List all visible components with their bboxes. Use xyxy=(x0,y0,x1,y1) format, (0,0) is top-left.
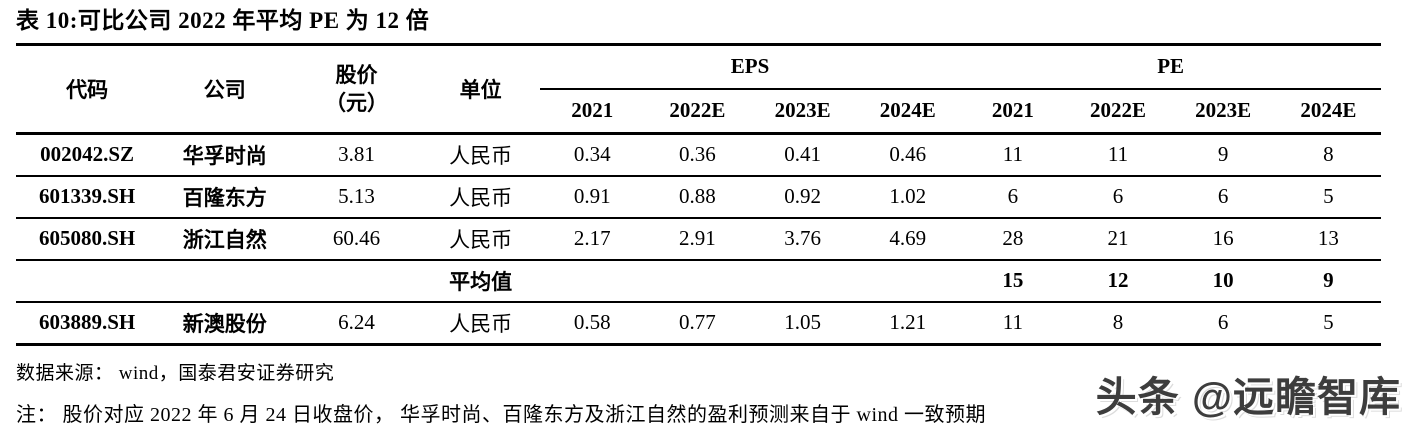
header-row-groups: 代码 公司 股价 （元） 单位 EPS PE xyxy=(16,45,1381,135)
cell-eps-2021: 0.91 xyxy=(539,175,645,219)
table-row: 605080.SH 浙江自然 60.46 人民币 2.17 2.91 3.76 … xyxy=(16,217,1381,261)
cell-code: 002042.SZ xyxy=(16,133,159,177)
cell-eps-2022e: 0.77 xyxy=(644,301,750,346)
cell-unit: 人民币 xyxy=(421,175,540,219)
table-row-average: 平均值 15 12 10 9 xyxy=(16,259,1381,303)
header-pe-2022e: 2022E xyxy=(1065,88,1171,135)
cell-eps-2021: 0.58 xyxy=(539,301,645,346)
cell-pe-2024e: 5 xyxy=(1275,301,1381,346)
cell-pe-2021: 11 xyxy=(960,301,1066,346)
cell-pe-2023e: 9 xyxy=(1170,133,1276,177)
header-group-eps: EPS xyxy=(539,45,961,90)
cell-pe-2021: 6 xyxy=(960,175,1066,219)
cell-company: 华孚时尚 xyxy=(158,133,292,177)
cell-code: 605080.SH xyxy=(16,217,159,261)
comparable-companies-table: 代码 公司 股价 （元） 单位 EPS PE 2021 2022E 2023E … xyxy=(16,45,1381,346)
table-row: 603889.SH 新澳股份 6.24 人民币 0.58 0.77 1.05 1… xyxy=(16,301,1381,346)
header-cell-code: 代码 xyxy=(16,45,159,135)
cell-avg-pe-2022e: 12 xyxy=(1065,259,1171,303)
header-eps-2023e: 2023E xyxy=(750,88,856,135)
cell-eps-2021: 2.17 xyxy=(539,217,645,261)
cell-price: 5.13 xyxy=(291,175,422,219)
cell-eps-2024e: 4.69 xyxy=(855,217,961,261)
empty-cell xyxy=(750,259,856,303)
cell-company: 百隆东方 xyxy=(158,175,292,219)
cell-avg-pe-2024e: 9 xyxy=(1275,259,1381,303)
footnote: 注： 股价对应 2022 年 6 月 24 日收盘价， 华孚时尚、百隆东方及浙江… xyxy=(16,403,986,426)
cell-eps-2023e: 3.76 xyxy=(750,217,856,261)
empty-cell xyxy=(291,259,422,303)
header-price-line1: 股价 xyxy=(335,62,378,87)
header-pe-2021: 2021 xyxy=(960,88,1066,135)
header-cell-price: 股价 （元） xyxy=(291,45,422,135)
cell-pe-2023e: 16 xyxy=(1170,217,1276,261)
cell-company: 新澳股份 xyxy=(158,301,292,346)
empty-cell xyxy=(644,259,750,303)
empty-cell xyxy=(16,259,159,303)
header-cell-unit: 单位 xyxy=(421,45,540,135)
cell-avg-pe-2021: 15 xyxy=(960,259,1066,303)
cell-eps-2024e: 0.46 xyxy=(855,133,961,177)
cell-price: 3.81 xyxy=(291,133,422,177)
cell-eps-2023e: 0.92 xyxy=(750,175,856,219)
cell-eps-2024e: 1.21 xyxy=(855,301,961,346)
cell-pe-2022e: 6 xyxy=(1065,175,1171,219)
watermark: 头条 @远瞻智库 xyxy=(1095,374,1401,420)
data-source: 数据来源： wind，国泰君安证券研究 xyxy=(16,362,335,384)
cell-eps-2022e: 0.88 xyxy=(644,175,750,219)
header-eps-2024e: 2024E xyxy=(855,88,961,135)
header-price-line2: （元） xyxy=(324,90,388,115)
cell-pe-2024e: 5 xyxy=(1275,175,1381,219)
cell-eps-2021: 0.34 xyxy=(539,133,645,177)
cell-eps-2023e: 1.05 xyxy=(750,301,856,346)
empty-cell xyxy=(158,259,292,303)
header-eps-2022e: 2022E xyxy=(644,88,750,135)
header-pe-2024e: 2024E xyxy=(1275,88,1381,135)
empty-cell xyxy=(539,259,645,303)
header-eps-2021: 2021 xyxy=(539,88,645,135)
table-row: 002042.SZ 华孚时尚 3.81 人民币 0.34 0.36 0.41 0… xyxy=(16,133,1381,177)
cell-code: 603889.SH xyxy=(16,301,159,346)
header-cell-company: 公司 xyxy=(158,45,292,135)
table-title: 表 10:可比公司 2022 年平均 PE 为 12 倍 xyxy=(16,8,430,33)
cell-pe-2022e: 11 xyxy=(1065,133,1171,177)
cell-pe-2022e: 21 xyxy=(1065,217,1171,261)
cell-unit: 人民币 xyxy=(421,301,540,346)
cell-pe-2024e: 13 xyxy=(1275,217,1381,261)
cell-pe-2023e: 6 xyxy=(1170,301,1276,346)
title-rule xyxy=(16,42,1381,46)
cell-company: 浙江自然 xyxy=(158,217,292,261)
cell-pe-2023e: 6 xyxy=(1170,175,1276,219)
header-pe-2023e: 2023E xyxy=(1170,88,1276,135)
cell-unit: 人民币 xyxy=(421,217,540,261)
cell-price: 60.46 xyxy=(291,217,422,261)
cell-avg-pe-2023e: 10 xyxy=(1170,259,1276,303)
table-row: 601339.SH 百隆东方 5.13 人民币 0.91 0.88 0.92 1… xyxy=(16,175,1381,219)
cell-price: 6.24 xyxy=(291,301,422,346)
cell-pe-2021: 28 xyxy=(960,217,1066,261)
cell-average-label: 平均值 xyxy=(421,259,540,303)
header-group-pe: PE xyxy=(960,45,1381,90)
cell-pe-2022e: 8 xyxy=(1065,301,1171,346)
empty-cell xyxy=(855,259,961,303)
header-row-years: 2021 2022E 2023E 2024E 2021 2022E 2023E … xyxy=(16,88,1381,135)
cell-code: 601339.SH xyxy=(16,175,159,219)
cell-eps-2022e: 2.91 xyxy=(644,217,750,261)
cell-pe-2021: 11 xyxy=(960,133,1066,177)
cell-eps-2023e: 0.41 xyxy=(750,133,856,177)
cell-eps-2024e: 1.02 xyxy=(855,175,961,219)
cell-eps-2022e: 0.36 xyxy=(644,133,750,177)
cell-unit: 人民币 xyxy=(421,133,540,177)
cell-pe-2024e: 8 xyxy=(1275,133,1381,177)
